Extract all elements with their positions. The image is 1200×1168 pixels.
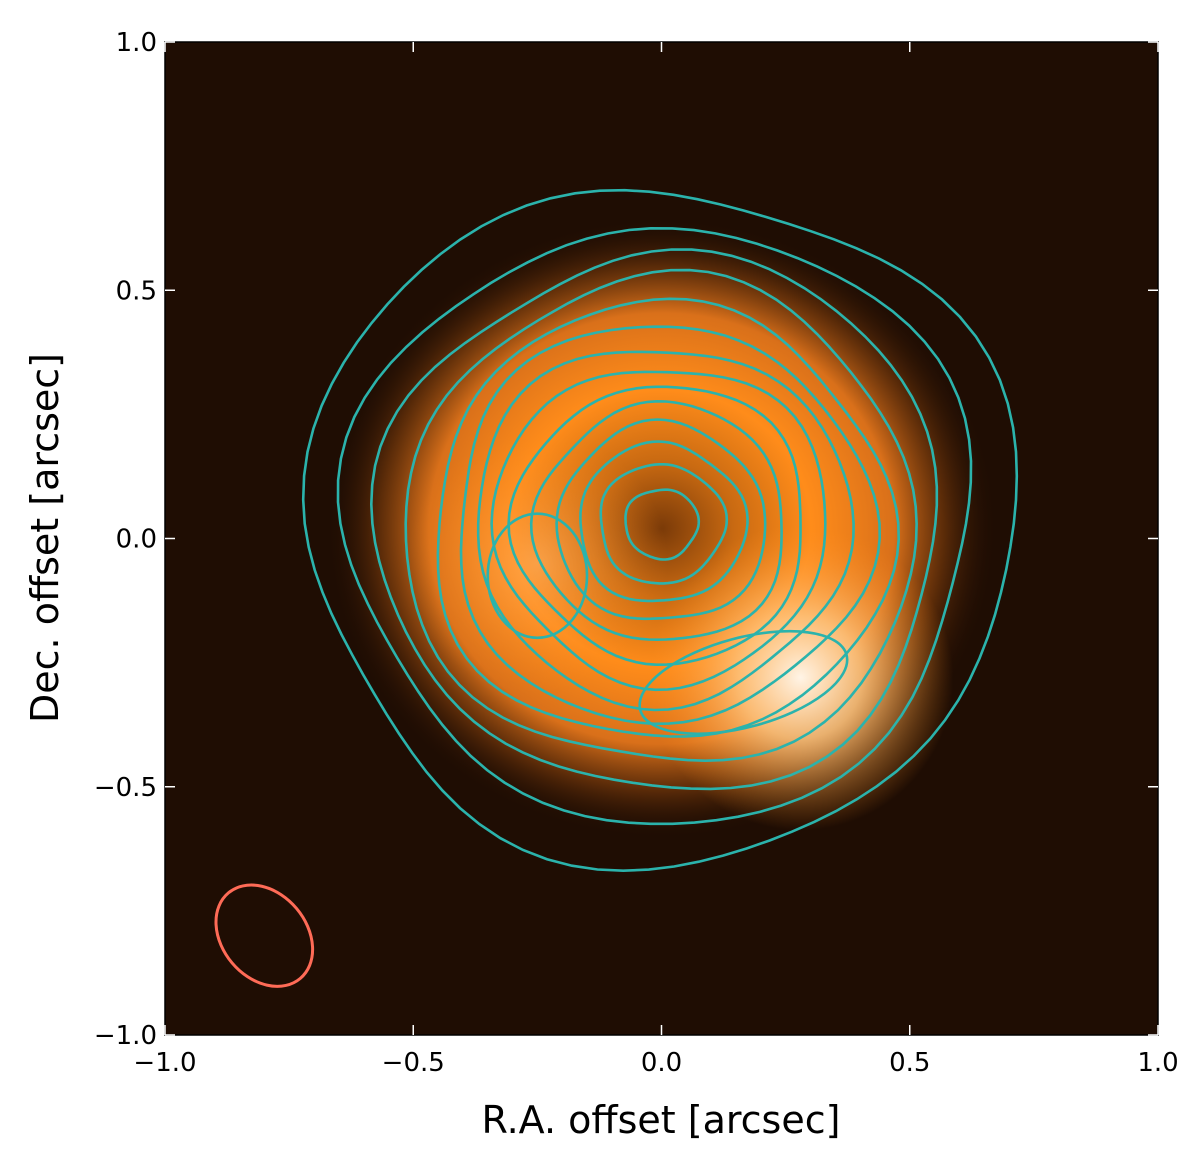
y-tick-label-4: 1.0: [116, 28, 157, 58]
dust-emission-map: [329, 220, 994, 837]
x-axis-label: R.A. offset [arcsec]: [482, 1098, 841, 1142]
y-tick-label-2: 0.0: [116, 525, 157, 555]
x-tick-label-0: −1.0: [133, 1048, 196, 1078]
x-tick-label-1: −0.5: [382, 1048, 445, 1078]
axis-ticks: [164, 41, 1159, 1036]
y-axis-label: Dec. offset [arcsec]: [23, 353, 67, 723]
emission-blob-1: [647, 524, 954, 831]
contour-line-12: [336, 226, 973, 826]
contour-line-2: [579, 440, 749, 603]
contour-line-10: [404, 268, 918, 763]
contour-line-6: [490, 370, 827, 692]
x-tick-label-3: 0.5: [889, 1048, 930, 1078]
contour-peak-south: [638, 629, 849, 736]
beam-ellipse: [214, 883, 315, 988]
y-tick-label-1: −0.5: [94, 773, 157, 803]
contour-line-4: [529, 399, 783, 642]
contour-line-11: [369, 248, 939, 791]
x-tick-labels: −1.0 −0.5 0.0 0.5 1.0: [133, 1048, 1178, 1078]
x-tick-label-2: 0.0: [641, 1048, 682, 1078]
plot-area: [165, 42, 1158, 1035]
beam-ellipse-shape: [214, 883, 315, 988]
contour-line-13: [301, 188, 1019, 873]
contour-lines: [301, 188, 1019, 873]
x-tick-label-4: 1.0: [1137, 1048, 1178, 1078]
contour-line-1: [599, 463, 729, 585]
contour-line-0: [624, 488, 701, 561]
y-tick-labels: −1.0 −0.5 0.0 0.5 1.0: [94, 28, 157, 1051]
contour-line-9: [436, 297, 901, 738]
y-tick-label-3: 0.5: [116, 276, 157, 306]
contour-line-8: [459, 325, 882, 726]
contour-line-7: [476, 350, 855, 712]
contour-line-3: [555, 418, 767, 621]
contour-peak-east: [486, 512, 589, 640]
y-tick-label-0: −1.0: [94, 1021, 157, 1051]
